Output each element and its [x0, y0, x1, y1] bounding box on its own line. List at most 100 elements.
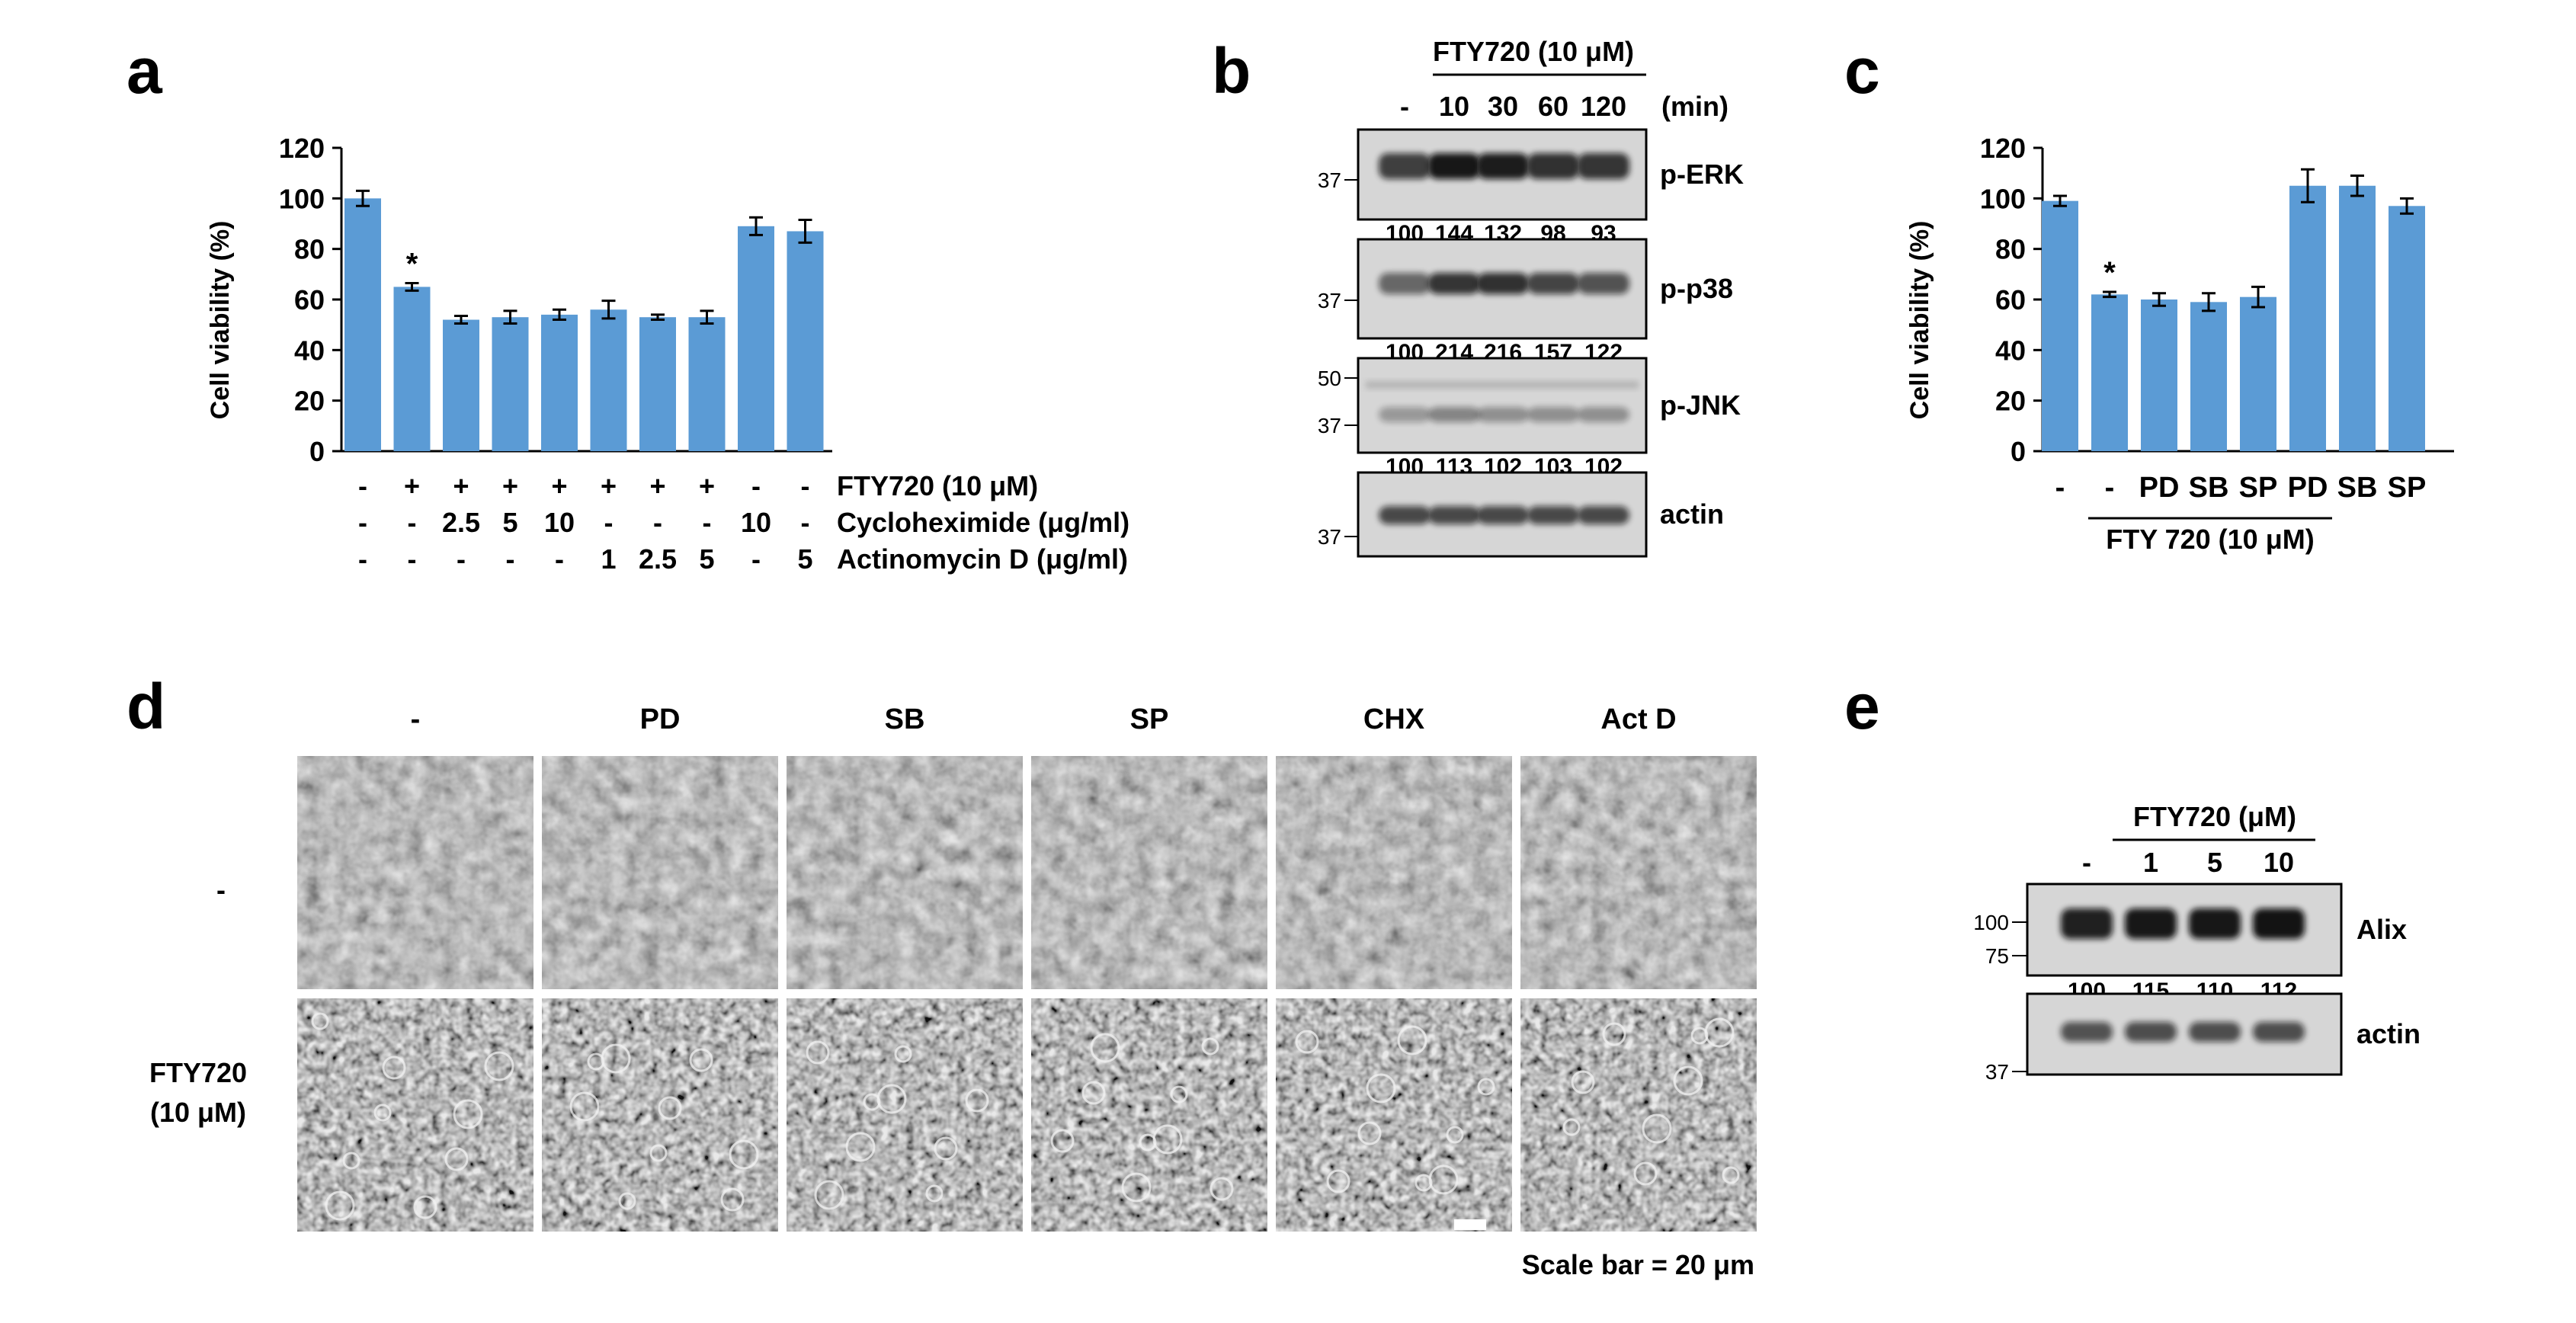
- bar: [2042, 200, 2078, 451]
- panel-b-lane-labels: -10 30 60 120: [1400, 91, 1626, 122]
- micrograph-column-label: -: [411, 703, 421, 735]
- vacuole: [1415, 1174, 1433, 1192]
- bar: [639, 317, 676, 451]
- blot-label: p-p38: [1660, 273, 1733, 304]
- vacuole: [413, 1195, 437, 1219]
- condition-cell: 1: [601, 543, 616, 575]
- bar: [2240, 296, 2276, 451]
- vacuole: [876, 1084, 907, 1114]
- blot-label: p-JNK: [1660, 389, 1741, 421]
- condition-cell: -: [408, 507, 417, 538]
- micrograph-texture: [297, 756, 533, 989]
- panel-a-letter: a: [127, 35, 163, 107]
- vacuole: [1081, 1081, 1106, 1105]
- micrograph-column-label: Act D: [1600, 703, 1676, 735]
- condition-cell: -: [555, 543, 564, 575]
- y-tick-label: 60: [1995, 284, 2026, 316]
- vacuole: [894, 1045, 912, 1063]
- panel-a-condition-table: - + + + + + + + - - FTY720 (10 μM)- -2.5 5 10- - -10- Cy…: [358, 470, 1129, 575]
- panel-c-xlabels: - - PD SB SP PD SB SP: [2055, 472, 2427, 504]
- vacuole: [325, 1190, 355, 1221]
- blot-band: [1379, 153, 1431, 179]
- blot-actin: [1357, 471, 1648, 558]
- bar: [2339, 185, 2376, 451]
- x-tick-label: SP: [2239, 472, 2278, 504]
- bar: [393, 287, 431, 451]
- lane-label: -: [1400, 91, 1409, 122]
- condition-cell: +: [551, 470, 567, 501]
- micrograph-texture: [1276, 756, 1512, 989]
- y-tick-label: 0: [2010, 436, 2026, 467]
- blot-band: [1428, 506, 1480, 524]
- condition-row-label: Cycloheximide (μg/ml): [837, 507, 1129, 538]
- blot-band: [1366, 381, 1639, 389]
- blot-band: [2125, 908, 2177, 939]
- vacuole: [1090, 1033, 1120, 1063]
- x-tick-label: -: [2105, 472, 2115, 504]
- vacuole: [1326, 1169, 1350, 1193]
- bar: [2289, 185, 2326, 451]
- micrograph-texture: [542, 756, 778, 989]
- condition-cell: -: [358, 507, 367, 538]
- panel-d: d - PD SB SP CHX Act D - FTY720 (10 μM) Scale…: [127, 671, 1757, 1280]
- condition-row-label: FTY720 (10 μM): [837, 470, 1038, 501]
- blot-label: Alix: [2357, 914, 2407, 945]
- condition-cell: 10: [741, 507, 771, 538]
- panel-c-ylabel: Cell viability (%): [1905, 221, 1934, 420]
- micrograph-texture: [542, 998, 778, 1232]
- lane-label: -: [2082, 847, 2091, 878]
- condition-cell: +: [699, 470, 715, 501]
- vacuole: [601, 1043, 631, 1074]
- vacuole: [814, 1180, 844, 1210]
- blot-actin: [2026, 992, 2343, 1076]
- micrograph-control: [542, 756, 778, 989]
- micrograph-column-label: CHX: [1363, 703, 1425, 735]
- vacuole: [1366, 1073, 1396, 1104]
- vacuole: [1121, 1172, 1152, 1203]
- panel-e-letter: e: [1844, 671, 1880, 742]
- vacuole: [1428, 1164, 1459, 1195]
- y-tick-label: 20: [1995, 386, 2026, 417]
- blot-band: [1379, 273, 1431, 294]
- vacuole: [1201, 1037, 1219, 1056]
- mw-marker: 50: [1318, 367, 1341, 390]
- micrograph-texture: [297, 998, 533, 1232]
- bar: [541, 314, 578, 451]
- condition-cell: -: [751, 543, 761, 575]
- bar: [590, 309, 627, 451]
- vacuole: [618, 1192, 636, 1210]
- vacuole: [1690, 1027, 1709, 1045]
- y-tick-label: 100: [1980, 183, 2026, 214]
- y-tick-label: 80: [294, 234, 325, 265]
- x-tick-label: -: [2055, 472, 2065, 504]
- vacuole: [845, 1132, 876, 1162]
- panel-b: b FTY720 (10 μM) -10 30 60 120 (min) p-ERK 3…: [1212, 35, 1744, 558]
- condition-cell: -: [703, 507, 712, 538]
- vacuole: [1602, 1022, 1626, 1046]
- vacuole: [1397, 1025, 1427, 1056]
- vacuole: [1050, 1129, 1075, 1153]
- vacuole: [729, 1139, 759, 1170]
- vacuole: [569, 1091, 600, 1122]
- vacuole: [689, 1048, 713, 1072]
- condition-cell: -: [751, 470, 761, 501]
- condition-cell: +: [502, 470, 518, 501]
- blot-band: [1428, 273, 1480, 294]
- vacuole: [444, 1147, 469, 1171]
- micrograph-column-label: PD: [640, 703, 681, 735]
- micrograph-column-label: SB: [885, 703, 925, 735]
- condition-cell: +: [649, 470, 665, 501]
- panel-d-scale-bar-label: Scale bar = 20 μm: [1522, 1249, 1754, 1280]
- lane-label: 120: [1581, 91, 1626, 122]
- bar: [344, 198, 381, 451]
- panel-d-letter: d: [127, 671, 165, 742]
- vacuole: [658, 1096, 682, 1120]
- micrograph-fty720: [1276, 998, 1512, 1232]
- bar: [2091, 294, 2128, 451]
- blot-p-jnk: [1357, 357, 1648, 454]
- vacuole: [1152, 1124, 1183, 1155]
- micrograph-fty720: [787, 998, 1023, 1232]
- condition-cell: -: [408, 543, 417, 575]
- micrograph-texture: [787, 998, 1023, 1232]
